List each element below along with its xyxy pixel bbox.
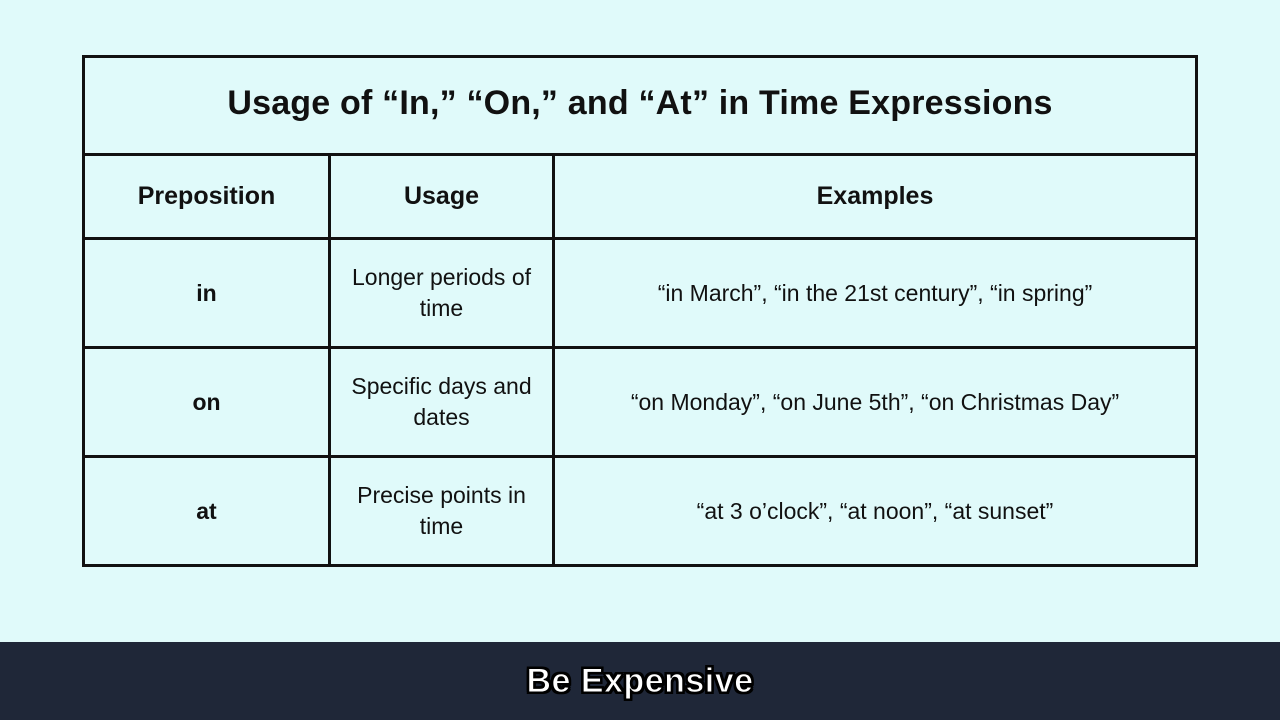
page-canvas: Usage of “In,” “On,” and “At” in Time Ex…	[0, 0, 1280, 720]
table-title: Usage of “In,” “On,” and “At” in Time Ex…	[227, 84, 1052, 122]
cell-usage: Longer periods of time	[330, 239, 554, 348]
table-title-row: Usage of “In,” “On,” and “At” in Time Ex…	[84, 57, 1197, 155]
cell-preposition: on	[84, 348, 330, 457]
col-header-examples: Examples	[554, 155, 1197, 239]
cell-examples: “on Monday”, “on June 5th”, “on Christma…	[554, 348, 1197, 457]
cell-usage: Specific days and dates	[330, 348, 554, 457]
col-header-preposition: Preposition	[84, 155, 330, 239]
footer-label: Be Expensive	[526, 662, 753, 701]
table-row: in Longer periods of time “in March”, “i…	[84, 239, 1197, 348]
cell-examples: “in March”, “in the 21st century”, “in s…	[554, 239, 1197, 348]
col-header-usage: Usage	[330, 155, 554, 239]
prepositions-table: Usage of “In,” “On,” and “At” in Time Ex…	[82, 55, 1198, 567]
cell-preposition: in	[84, 239, 330, 348]
table-row: at Precise points in time “at 3 o’clock”…	[84, 457, 1197, 566]
table-title-cell: Usage of “In,” “On,” and “At” in Time Ex…	[84, 57, 1197, 155]
footer-bar: Be Expensive	[0, 642, 1280, 720]
table-row: on Specific days and dates “on Monday”, …	[84, 348, 1197, 457]
cell-examples: “at 3 o’clock”, “at noon”, “at sunset”	[554, 457, 1197, 566]
table-header-row: Preposition Usage Examples	[84, 155, 1197, 239]
cell-preposition: at	[84, 457, 330, 566]
cell-usage: Precise points in time	[330, 457, 554, 566]
